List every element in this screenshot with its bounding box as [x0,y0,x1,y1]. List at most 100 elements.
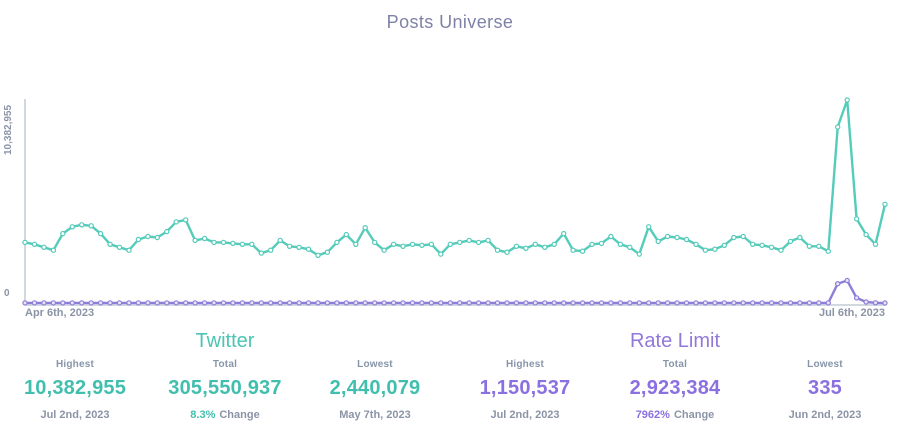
rate-limit-point [466,300,472,306]
twitter-point [324,249,331,255]
rate-limit-point [315,300,321,306]
twitter-point [475,239,482,246]
stat-sub-text: Jun 2nd, 2023 [788,409,862,421]
twitter-point [50,247,57,253]
rate-limit-point [400,300,406,306]
page-title: Posts Universe [386,12,514,32]
rate-limit-point [334,300,340,306]
rate-limit-lowest-stat: Lowest 335 Jun 2nd, 2023 [750,359,900,421]
rate-limit-point [750,300,756,306]
x-axis-end-label: Jul 6th, 2023 [818,307,885,319]
rate-limit-point [532,300,539,306]
twitter-point [258,250,264,256]
twitter-point [182,217,189,223]
y-axis-zero-label: 0 [4,288,10,299]
rate-limit-point [655,300,661,306]
rate-limit-point [617,300,624,306]
twitter-point [863,231,869,238]
rate-limit-point [268,300,274,306]
stat-sub-text: May 7th, 2023 [339,409,411,421]
rate-limit-point [494,300,501,306]
twitter-point [494,247,501,253]
twitter-point [712,246,718,252]
rate-limit-point [759,300,765,306]
twitter-point [513,243,520,249]
twitter-point [589,241,595,247]
twitter-point [211,239,217,246]
twitter-point [797,234,803,241]
twitter-point [409,241,416,247]
twitter-point [41,244,47,250]
twitter-point [731,234,737,241]
stat-label: Highest [55,359,95,370]
twitter-point [627,244,633,250]
rate-limit-point [627,300,633,306]
twitter-point [88,223,94,229]
twitter-point [806,243,813,249]
twitter-point [116,244,123,250]
stat-label: Highest [505,359,545,370]
stat-label: Total [662,359,688,370]
rate-limit-point [712,300,718,306]
rate-limit-point [381,300,387,306]
twitter-point [523,245,529,251]
rate-limit-point [438,300,444,306]
twitter-point [239,241,246,247]
rate-limit-point [475,300,482,306]
rate-limit-point [589,300,595,306]
rate-limit-point [107,300,113,306]
twitter-point [343,231,349,238]
twitter-point [825,248,832,254]
rate-limit-point [154,300,160,306]
twitter-point [740,233,746,240]
rate-limit-point [457,300,463,306]
rate-limit-point [778,300,784,306]
twitter-point [617,241,624,247]
twitter-point [674,234,680,241]
twitter-point [230,240,236,247]
twitter-point [428,241,435,247]
rate-limit-point [390,300,397,306]
rate-limit-point [513,300,520,306]
twitter-point [504,249,510,255]
rate-limit-total-stat: Total 2,923,384 7962% Change [600,359,750,421]
stat-sub-text: Change [673,409,715,421]
twitter-point [457,239,463,246]
rate-limit-point [258,300,264,306]
stat-subtext: Jul 2nd, 2023 [0,409,150,421]
rate-limit-point [409,300,416,306]
rate-limit-point [721,300,728,306]
twitter-point [532,241,539,247]
twitter-point [721,242,728,248]
rate-limit-point [305,300,312,306]
twitter-point [372,239,378,246]
rate-limit-point [69,300,76,306]
twitter-point [768,244,775,250]
twitter-point [485,237,491,244]
rate-limit-point [853,295,860,301]
rate-limit-section-title: Rate Limit [629,330,721,352]
twitter-stats-section: Twitter Highest 10,382,955 Jul 2nd, 2023… [0,328,450,432]
rate-limit-point [523,300,529,306]
twitter-point [551,241,557,247]
rate-limit-point [835,281,841,287]
twitter-point [381,247,387,253]
twitter-point [315,252,321,258]
rate-limit-point [372,300,378,306]
timeseries-chart[interactable] [0,0,900,330]
twitter-point [135,236,142,243]
rate-limit-point [428,300,435,306]
twitter-point [598,240,605,247]
rate-limit-point [740,300,746,306]
twitter-point [286,243,293,249]
rate-limit-point [768,300,775,306]
stat-subtext: 8.3% Change [150,409,300,421]
rate-limit-point [806,300,813,306]
twitter-point [192,237,198,244]
rate-limit-point [97,300,104,306]
twitter-point [664,233,671,240]
twitter-point [693,241,699,247]
twitter-point [882,201,888,207]
twitter-point [154,234,160,241]
